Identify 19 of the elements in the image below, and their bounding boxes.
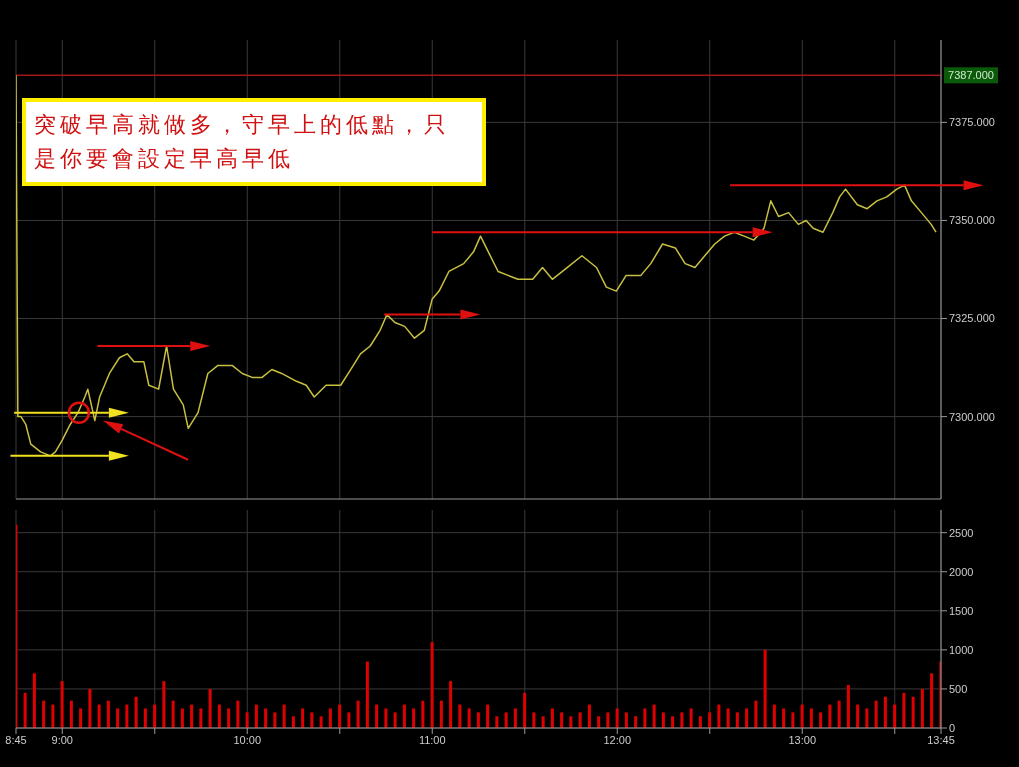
annotation: 突破早高就做多，守早上的低點，只是你要會設定早高早低 [22,98,486,186]
y-tick-label: 2500 [949,526,974,539]
y-tick-label: 1500 [949,604,974,617]
y-tick-label: 2000 [949,565,974,578]
x-tick-label: 11:00 [418,733,446,746]
ref-line-label: 7387.000 [948,69,994,82]
x-tick-label: 13:00 [788,733,817,746]
y-tick-label: 1000 [949,643,974,656]
y-tick-label: 7325.000 [949,312,995,325]
x-tick-label: 10:00 [233,733,262,746]
x-tick-label: 12:00 [603,733,632,746]
y-tick-label: 7375.000 [949,116,995,129]
y-tick-label: 500 [949,682,968,695]
y-tick-label: 7350.000 [949,214,995,227]
x-tick-label: 13:45 [927,733,955,746]
y-tick-label: 0 [949,721,956,734]
y-tick-label: 7300.000 [949,410,995,423]
x-tick-label: 8:45 [5,733,27,746]
x-tick-label: 9:00 [51,733,73,746]
